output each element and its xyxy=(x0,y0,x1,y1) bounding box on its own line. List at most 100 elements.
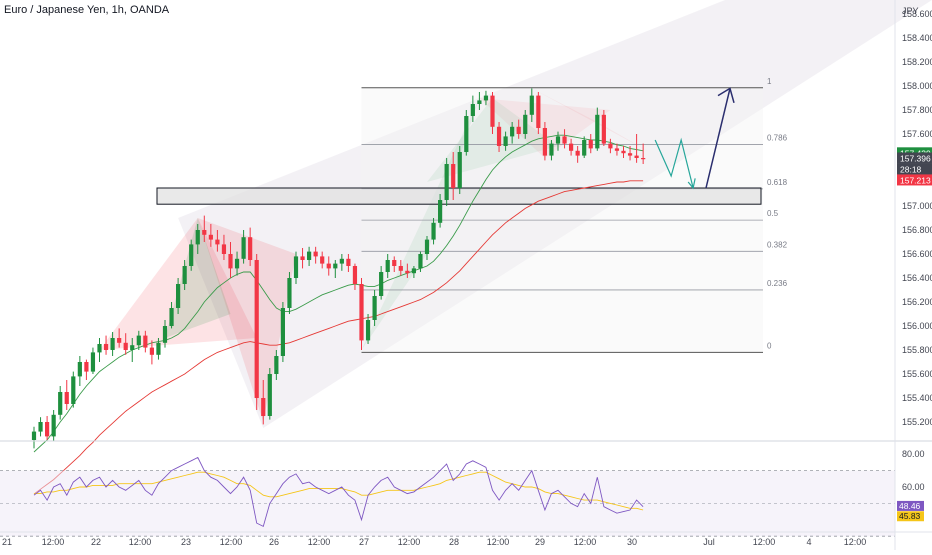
candle xyxy=(457,146,462,194)
candle-body xyxy=(588,140,593,149)
candle-body xyxy=(280,308,285,356)
candle-body xyxy=(496,126,502,146)
price-label-bg xyxy=(897,163,932,175)
price-axis[interactable]: 158.600 158.400 158.200 158.000 157.800 157.6… xyxy=(894,0,932,550)
candle xyxy=(444,158,449,206)
candle xyxy=(595,107,600,151)
candle-body xyxy=(483,95,489,101)
candle-body xyxy=(582,140,587,156)
candle xyxy=(234,251,240,276)
moving-averages xyxy=(33,134,644,495)
candle-body xyxy=(136,335,141,346)
candle xyxy=(614,143,620,156)
support-zone xyxy=(156,187,762,205)
candle xyxy=(280,302,285,362)
pattern-shade xyxy=(197,218,296,422)
candle-body xyxy=(287,278,292,308)
candle xyxy=(248,227,253,266)
price-tick-label: 158.400 xyxy=(902,33,932,43)
candle-body xyxy=(169,308,174,326)
rsi-value-bg xyxy=(897,511,924,522)
price-tick-label: 155.600 xyxy=(902,369,932,379)
candle-body xyxy=(451,164,456,188)
candle-body xyxy=(110,338,115,350)
candle-body xyxy=(123,342,128,350)
price-label: 157.213 xyxy=(897,174,932,186)
candle xyxy=(398,260,403,276)
candle-body xyxy=(444,164,449,200)
candle xyxy=(536,92,541,134)
candle xyxy=(392,256,397,272)
candle xyxy=(254,254,259,410)
candle xyxy=(634,134,639,163)
candle xyxy=(162,320,168,348)
candle xyxy=(169,302,174,329)
candle-body xyxy=(405,270,410,274)
candle-body xyxy=(64,392,69,404)
candle-body xyxy=(608,143,613,149)
candle xyxy=(424,236,430,260)
candle xyxy=(333,260,338,278)
candle-body xyxy=(438,200,443,223)
candle xyxy=(385,254,390,278)
candle xyxy=(490,92,495,134)
candle-body xyxy=(248,237,253,260)
support-zone-rect xyxy=(156,187,762,205)
candle-body xyxy=(398,266,403,271)
candle-body xyxy=(149,347,154,355)
candle-body xyxy=(510,126,515,137)
candle xyxy=(339,254,344,271)
pattern-shade xyxy=(361,98,480,350)
candle xyxy=(58,386,63,420)
fib-level-label: 0.236 xyxy=(767,279,788,288)
candle xyxy=(326,256,331,276)
time-tick-label: 21 xyxy=(2,537,12,547)
candle xyxy=(267,368,272,420)
price-tick-label: 156.200 xyxy=(902,297,932,307)
candle xyxy=(136,330,141,350)
candle xyxy=(274,350,279,380)
candle xyxy=(523,110,528,139)
candle-body xyxy=(208,234,213,240)
price-tick-label: 156.800 xyxy=(902,225,932,235)
breakout-arrowhead xyxy=(717,87,735,104)
candle xyxy=(352,263,358,290)
candle-body xyxy=(411,268,416,274)
candle xyxy=(110,332,115,356)
fib-level-label: 0.382 xyxy=(767,240,788,249)
rsi-tick-label: 80.00 xyxy=(902,449,925,459)
time-tick-label: 12:00 xyxy=(753,537,776,547)
candle-body xyxy=(627,153,633,156)
price-label: 157.396 xyxy=(897,152,932,164)
candle xyxy=(451,152,456,200)
candle-body xyxy=(300,256,305,260)
breakout-arrow xyxy=(705,88,731,189)
candle-body xyxy=(503,136,508,146)
candle-body xyxy=(359,284,364,341)
candle xyxy=(359,278,364,350)
candle xyxy=(542,122,547,161)
candle xyxy=(123,333,128,355)
time-axis[interactable]: 21 12:00 22 12:00 23 12:00 26 12:00 27 12:00 28 12:… xyxy=(0,531,932,547)
candle-body xyxy=(490,95,495,127)
candle-body xyxy=(202,230,207,235)
candle-body xyxy=(339,258,344,264)
candle-body xyxy=(143,335,148,348)
price-tick-label: 158.600 xyxy=(902,9,932,19)
candle-body xyxy=(621,150,626,154)
candle-body xyxy=(261,398,266,416)
candle xyxy=(582,136,587,158)
time-tick-label: 12:00 xyxy=(129,537,152,547)
candle xyxy=(149,340,154,365)
candle-body xyxy=(156,342,161,355)
projection-arrows xyxy=(654,87,735,190)
candle-body xyxy=(549,143,554,156)
candle xyxy=(411,266,416,278)
zigzag-arrowhead xyxy=(687,178,696,190)
candle-body xyxy=(379,272,384,296)
candle-body xyxy=(307,251,312,260)
candle-body xyxy=(189,244,194,266)
candle-body xyxy=(326,263,331,269)
candle xyxy=(117,328,122,348)
